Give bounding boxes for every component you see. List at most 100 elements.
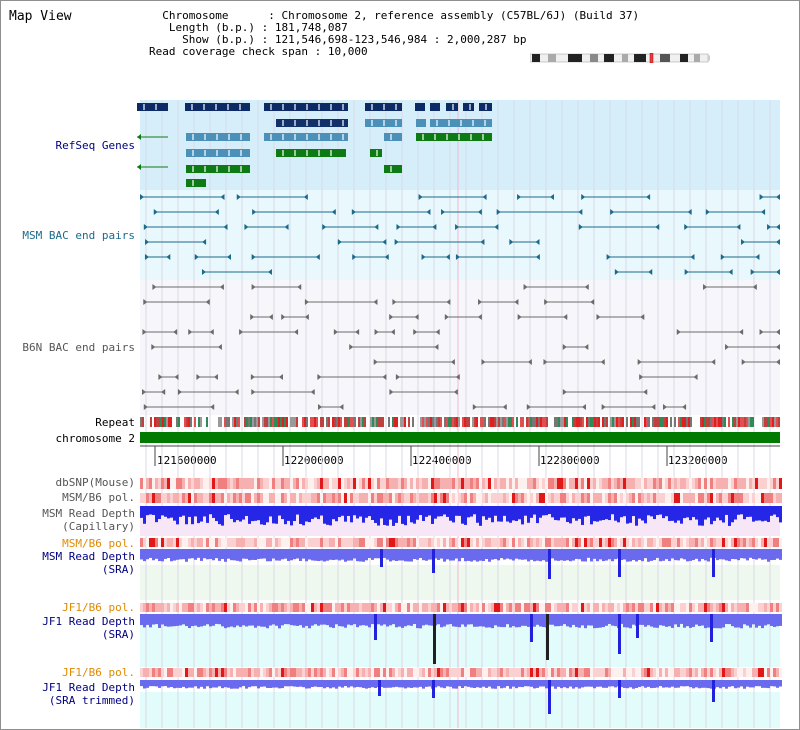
jf1-trim-depth-bar-spike	[618, 680, 621, 698]
b6n-bac-track-bg	[140, 280, 780, 415]
jf1-b6-pol-cell	[359, 603, 362, 612]
repeat-element	[742, 417, 744, 427]
gene-exon-gap	[228, 166, 230, 172]
msm-sra-depth-bar	[359, 549, 362, 562]
capillary-depth-bar	[272, 506, 275, 524]
jf1-b6-pol-cell	[470, 603, 473, 612]
msm-b6-pol-cell	[707, 493, 710, 503]
dbsnp-cell	[317, 478, 320, 489]
msm-b6-pol-2-cell	[572, 538, 575, 547]
msm-b6-pol-2-cell	[557, 538, 560, 547]
capillary-depth-bar	[773, 506, 776, 515]
jf1-sra-depth-bar	[389, 614, 392, 626]
msm-b6-pol-cell	[671, 493, 674, 503]
repeat-element	[498, 417, 500, 427]
jf1-b6-pol-2-cell	[365, 668, 368, 677]
dbsnp-cell	[545, 478, 548, 489]
capillary-depth-bar	[212, 506, 215, 518]
capillary-depth-bar	[599, 506, 602, 521]
repeat-element	[188, 417, 190, 427]
jf1-trim-depth-bar	[494, 680, 497, 689]
dbsnp-cell	[344, 478, 347, 489]
jf1-b6-pol-cell	[737, 603, 740, 612]
msm-sra-depth-bar	[755, 549, 758, 560]
repeat-element	[456, 417, 458, 427]
msm-b6-pol-2-cell	[554, 538, 557, 547]
repeat-element	[728, 417, 730, 427]
jf1-b6-pol-2-cell	[221, 668, 224, 677]
dbsnp-cell	[731, 478, 734, 489]
refseq-gene	[463, 103, 474, 111]
msm-sra-depth-bar	[710, 549, 713, 558]
msm-b6-pol-2-cell	[203, 538, 206, 547]
jf1-b6-pol-cell	[245, 603, 248, 612]
dbsnp-cell	[458, 478, 461, 489]
jf1-b6-pol-cell	[758, 603, 761, 612]
capillary-depth-bar	[203, 506, 206, 517]
jf1-sra-depth-bar	[422, 614, 425, 626]
msm-b6-pol-2-cell	[218, 538, 221, 547]
repeat-element	[702, 417, 704, 427]
msm-bac-end-marker	[705, 209, 710, 215]
jf1-b6-pol-2-cell	[605, 668, 608, 677]
jf1-b6-pol-2-cell	[485, 668, 488, 677]
repeat-element	[358, 417, 360, 427]
msm-b6-pol-2-cell	[209, 538, 212, 547]
jf1-b6-pol-2-cell	[227, 668, 230, 677]
gene-exon-gap	[240, 134, 242, 140]
jf1-sra-depth-bar	[386, 614, 389, 627]
jf1-sra-depth-bar	[230, 614, 233, 627]
jf1-b6-pol-2-cell	[224, 668, 227, 677]
msm-sra-depth-bar	[605, 549, 608, 561]
msm-bac-end-marker	[477, 209, 482, 215]
msm-b6-pol-2-cell	[641, 538, 644, 547]
jf1-trim-depth-bar	[776, 680, 779, 688]
jf1-b6-pol-2-cell	[407, 668, 410, 677]
msm-bac-end-marker	[690, 254, 695, 260]
jf1-b6-pol-cell	[680, 603, 683, 612]
repeat-element	[270, 417, 272, 427]
jf1-trim-depth-bar	[371, 680, 374, 688]
dbsnp-cell	[656, 478, 659, 489]
capillary-depth-bar	[653, 506, 656, 520]
dbsnp-cell	[176, 478, 179, 489]
dbsnp-cell	[749, 478, 752, 489]
jf1-b6-pol-cell	[731, 603, 734, 612]
refseq-gene	[384, 133, 402, 141]
jf1-b6-pol-cell	[605, 603, 608, 612]
jf1-b6-pol-2-cell	[287, 668, 290, 677]
dbsnp-cell	[431, 478, 434, 489]
chromosome-ideogram[interactable]	[530, 53, 710, 63]
jf1-b6-pol-2-cell	[452, 668, 455, 677]
jf1-b6-pol-cell	[431, 603, 434, 612]
msm-b6-pol-cell	[170, 493, 173, 503]
repeat-element	[506, 417, 508, 427]
jf1-sra-depth-bar	[563, 614, 566, 625]
gene-exon-gap	[383, 104, 385, 110]
dbsnp-cell	[389, 478, 392, 489]
dbsnp-cell	[572, 478, 575, 489]
jf1-b6-pol-cell	[290, 603, 293, 612]
repeat-element	[656, 417, 658, 427]
capillary-depth-bar	[572, 506, 575, 519]
repeat-element	[246, 417, 248, 427]
msm-b6-pol-2-cell	[530, 538, 533, 547]
jf1-b6-pol-2-cell	[740, 668, 743, 677]
msm-sra-depth-bar	[770, 549, 773, 561]
jf1-trim-depth-bar	[173, 680, 176, 689]
dbsnp-cell	[197, 478, 200, 489]
capillary-depth-bar	[683, 506, 686, 519]
dbsnp-cell	[305, 478, 308, 489]
msm-b6-pol-cell	[374, 493, 377, 503]
repeat-element	[170, 417, 172, 427]
jf1-sra-depth-bar	[749, 614, 752, 628]
msm-b6-pol-2-cell	[332, 538, 335, 547]
msm-sra-depth-bar	[218, 549, 221, 561]
b6n-bac-end-marker	[304, 314, 309, 320]
msm-b6-pol-2-cell	[404, 538, 407, 547]
msm-b6-pol-2-cell	[296, 538, 299, 547]
repeat-element	[724, 417, 726, 427]
msm-bac-end-marker	[655, 224, 660, 230]
jf1-b6-pol-2-cell	[236, 668, 239, 677]
